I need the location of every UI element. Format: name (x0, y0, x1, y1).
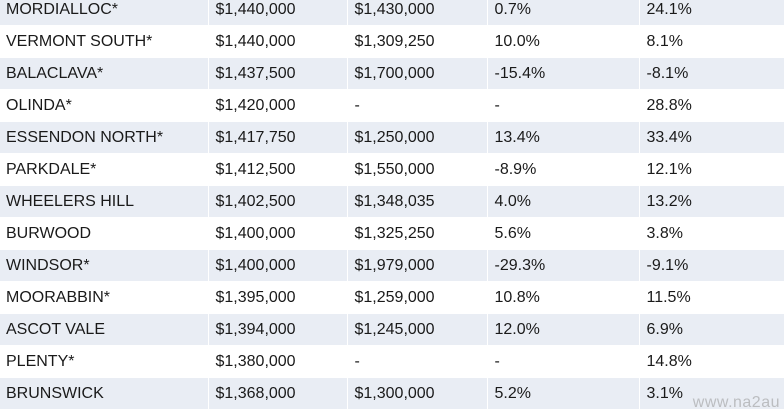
price-cell: $1,348,035 (347, 185, 488, 218)
change-cell: 8.1% (639, 25, 784, 58)
price-cell: $1,380,000 (208, 345, 348, 378)
change-cell: 10.0% (487, 25, 640, 58)
price-cell: $1,245,000 (347, 313, 488, 346)
change-cell: 0.7% (487, 0, 640, 26)
change-cell: 4.0% (487, 185, 640, 218)
price-cell: $1,259,000 (347, 281, 488, 314)
table-row: BURWOOD $1,400,000 $1,325,250 5.6% 3.8% (0, 217, 784, 250)
table-row: PLENTY* $1,380,000 - - 14.8% (0, 345, 784, 378)
change-cell: 33.4% (639, 121, 784, 154)
price-cell: - (347, 345, 488, 378)
suburb-cell: BURWOOD (0, 217, 209, 250)
suburb-cell: OLINDA* (0, 89, 209, 122)
price-cell: $1,420,000 (208, 89, 348, 122)
table-row: VERMONT SOUTH* $1,440,000 $1,309,250 10.… (0, 25, 784, 58)
price-cell: $1,437,500 (208, 57, 348, 90)
change-cell: -9.1% (639, 249, 784, 282)
change-cell: 10.8% (487, 281, 640, 314)
suburb-cell: BALACLAVA* (0, 57, 209, 90)
price-cell: $1,440,000 (208, 0, 348, 26)
price-cell: $1,395,000 (208, 281, 348, 314)
change-cell: 11.5% (639, 281, 784, 314)
price-cell: $1,394,000 (208, 313, 348, 346)
price-cell: $1,400,000 (208, 217, 348, 250)
change-cell: 28.8% (639, 89, 784, 122)
watermark: www.na2au (692, 394, 780, 411)
change-cell: 13.2% (639, 185, 784, 218)
change-cell: -29.3% (487, 249, 640, 282)
price-cell: $1,440,000 (208, 25, 348, 58)
table-row: WHEELERS HILL $1,402,500 $1,348,035 4.0%… (0, 185, 784, 218)
change-cell: 14.8% (639, 345, 784, 378)
change-cell: 12.1% (639, 153, 784, 186)
change-cell: 13.4% (487, 121, 640, 154)
change-cell: 5.2% (487, 377, 640, 410)
price-cell: $1,250,000 (347, 121, 488, 154)
price-cell: $1,430,000 (347, 0, 488, 26)
suburb-cell: MOORABBIN* (0, 281, 209, 314)
price-cell: $1,300,000 (347, 377, 488, 410)
price-cell: $1,325,250 (347, 217, 488, 250)
table-row: MOORABBIN* $1,395,000 $1,259,000 10.8% 1… (0, 281, 784, 314)
table-row: PARKDALE* $1,412,500 $1,550,000 -8.9% 12… (0, 153, 784, 186)
table-row: ASCOT VALE $1,394,000 $1,245,000 12.0% 6… (0, 313, 784, 346)
suburb-cell: ESSENDON NORTH* (0, 121, 209, 154)
change-cell: - (487, 89, 640, 122)
table-row: BALACLAVA* $1,437,500 $1,700,000 -15.4% … (0, 57, 784, 90)
suburb-cell: VERMONT SOUTH* (0, 25, 209, 58)
price-cell: $1,700,000 (347, 57, 488, 90)
price-cell: $1,412,500 (208, 153, 348, 186)
table-row: ESSENDON NORTH* $1,417,750 $1,250,000 13… (0, 121, 784, 154)
price-cell: $1,309,250 (347, 25, 488, 58)
suburb-cell: PLENTY* (0, 345, 209, 378)
change-cell: -8.9% (487, 153, 640, 186)
change-cell: -15.4% (487, 57, 640, 90)
price-cell: $1,979,000 (347, 249, 488, 282)
change-cell: 3.8% (639, 217, 784, 250)
price-cell: $1,368,000 (208, 377, 348, 410)
change-cell: 5.6% (487, 217, 640, 250)
suburb-cell: ASCOT VALE (0, 313, 209, 346)
table-row: MORDIALLOC* $1,440,000 $1,430,000 0.7% 2… (0, 0, 784, 26)
change-cell: 24.1% (639, 0, 784, 26)
suburb-cell: WHEELERS HILL (0, 185, 209, 218)
change-cell: -8.1% (639, 57, 784, 90)
suburb-cell: MORDIALLOC* (0, 0, 209, 26)
table-row: WINDSOR* $1,400,000 $1,979,000 -29.3% -9… (0, 249, 784, 282)
table-row: BRUNSWICK $1,368,000 $1,300,000 5.2% 3.1… (0, 377, 784, 410)
change-cell: 12.0% (487, 313, 640, 346)
suburb-cell: BRUNSWICK (0, 377, 209, 410)
price-cell: $1,402,500 (208, 185, 348, 218)
table-row: OLINDA* $1,420,000 - - 28.8% (0, 89, 784, 122)
price-cell: $1,550,000 (347, 153, 488, 186)
suburb-cell: WINDSOR* (0, 249, 209, 282)
price-cell: $1,417,750 (208, 121, 348, 154)
change-cell: 6.9% (639, 313, 784, 346)
price-cell: $1,400,000 (208, 249, 348, 282)
price-cell: - (347, 89, 488, 122)
change-cell: - (487, 345, 640, 378)
suburb-cell: PARKDALE* (0, 153, 209, 186)
change-cell: 3.1% (639, 377, 784, 410)
